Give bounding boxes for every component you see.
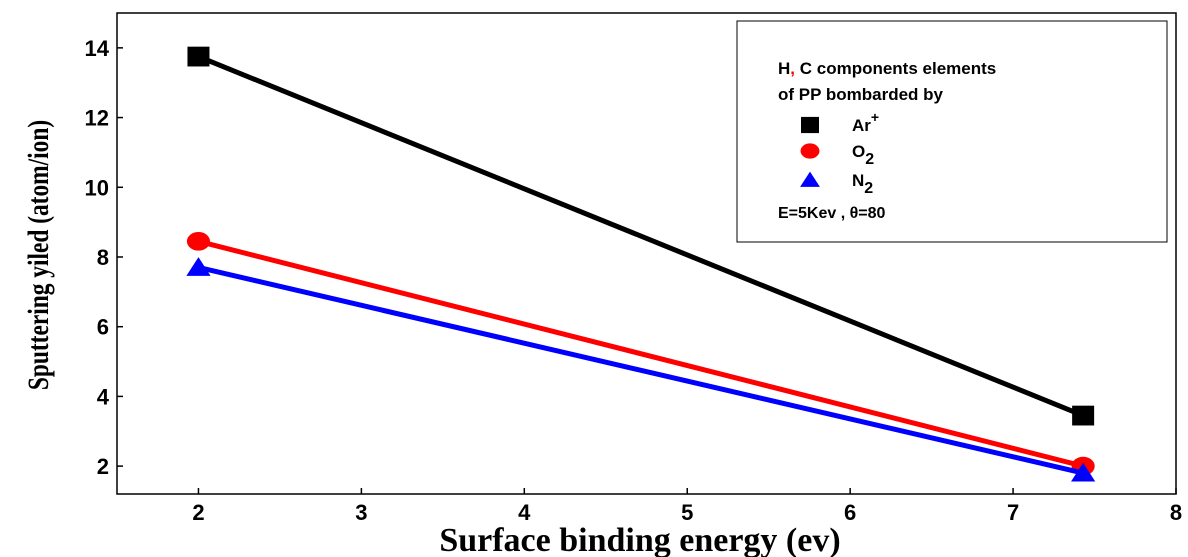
x-tick-label: 2 (192, 500, 204, 525)
series-layer (186, 46, 1096, 482)
legend-entry: N2 (800, 171, 873, 197)
series-line (197, 238, 1084, 469)
triangle-marker (800, 171, 820, 187)
x-axis-label: Surface binding energy (ev) (439, 522, 840, 557)
series-line (197, 265, 1084, 476)
y-tick-label: 2 (97, 454, 109, 479)
legend-entries: Ar+ O2 N2 (800, 109, 879, 197)
series-ar (187, 46, 1095, 426)
y-tick-label: 14 (85, 36, 110, 61)
x-tick-label: 7 (1007, 500, 1019, 525)
triangle-marker (186, 257, 211, 276)
y-tick-label: 4 (97, 384, 110, 409)
y-axis-label: Sputtering yiled (atom/ion) (21, 120, 54, 390)
plot-area-border (116, 12, 1177, 495)
y-tick-label: 8 (97, 245, 109, 270)
legend: H, C components elements of PP bombarded… (736, 20, 1168, 243)
circle-marker (800, 143, 820, 159)
legend-title-prefix: H (778, 59, 790, 78)
y-axis-ticks: 2 4 6 8 10 12 14 (85, 36, 123, 479)
legend-note: E=5Kev , θ=80 (778, 205, 885, 222)
legend-entry-label: N2 (852, 171, 873, 197)
x-tick-label: 4 (518, 500, 531, 525)
plot-frame (116, 12, 1177, 495)
series-line (197, 54, 1085, 418)
square-marker (187, 46, 210, 67)
x-tick-label: 3 (355, 500, 367, 525)
legend-entry: O2 (800, 142, 874, 168)
series-o (186, 231, 1095, 476)
legend-entry-label: O2 (852, 142, 874, 168)
legend-title-comma: , (790, 59, 795, 78)
legend-entry-label: Ar+ (852, 109, 879, 135)
series-n (186, 257, 1096, 482)
legend-title-line1: H, C components elements (778, 59, 996, 78)
triangle-marker (1071, 462, 1096, 482)
x-tick-label: 8 (1170, 500, 1182, 525)
y-tick-label: 12 (85, 106, 109, 131)
x-tick-label: 5 (681, 500, 693, 525)
legend-title-line2: of PP bombarded by (778, 85, 944, 104)
y-tick-label: 10 (85, 175, 109, 200)
x-axis-ticks: 2 3 4 5 6 7 8 (192, 488, 1182, 525)
x-tick-label: 6 (844, 500, 856, 525)
legend-entry: Ar+ (801, 109, 879, 135)
y-tick-label: 6 (97, 315, 109, 340)
square-marker (1072, 405, 1095, 426)
circle-marker (186, 231, 211, 251)
legend-title-rest: C components elements (795, 59, 996, 78)
square-marker (801, 116, 819, 134)
